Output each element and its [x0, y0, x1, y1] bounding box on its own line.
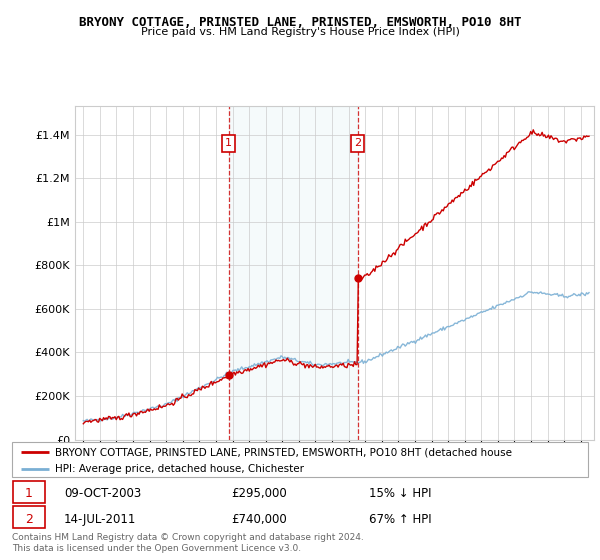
Text: 1: 1	[225, 138, 232, 148]
Text: £295,000: £295,000	[231, 487, 287, 500]
Text: Price paid vs. HM Land Registry's House Price Index (HPI): Price paid vs. HM Land Registry's House …	[140, 27, 460, 37]
FancyBboxPatch shape	[12, 442, 588, 477]
Text: 14-JUL-2011: 14-JUL-2011	[64, 513, 136, 526]
Text: Contains HM Land Registry data © Crown copyright and database right 2024.
This d: Contains HM Land Registry data © Crown c…	[12, 533, 364, 553]
Text: BRYONY COTTAGE, PRINSTED LANE, PRINSTED, EMSWORTH, PO10 8HT (detached house: BRYONY COTTAGE, PRINSTED LANE, PRINSTED,…	[55, 447, 512, 457]
Text: 09-OCT-2003: 09-OCT-2003	[64, 487, 141, 500]
Text: £740,000: £740,000	[231, 513, 287, 526]
FancyBboxPatch shape	[13, 482, 45, 503]
Text: BRYONY COTTAGE, PRINSTED LANE, PRINSTED, EMSWORTH, PO10 8HT: BRYONY COTTAGE, PRINSTED LANE, PRINSTED,…	[79, 16, 521, 29]
Text: 1: 1	[25, 487, 32, 500]
Text: 67% ↑ HPI: 67% ↑ HPI	[369, 513, 432, 526]
FancyBboxPatch shape	[13, 506, 45, 528]
Text: 2: 2	[25, 513, 32, 526]
Bar	[229, 106, 358, 440]
Text: HPI: Average price, detached house, Chichester: HPI: Average price, detached house, Chic…	[55, 464, 304, 474]
Text: 15% ↓ HPI: 15% ↓ HPI	[369, 487, 431, 500]
Text: 2: 2	[354, 138, 361, 148]
